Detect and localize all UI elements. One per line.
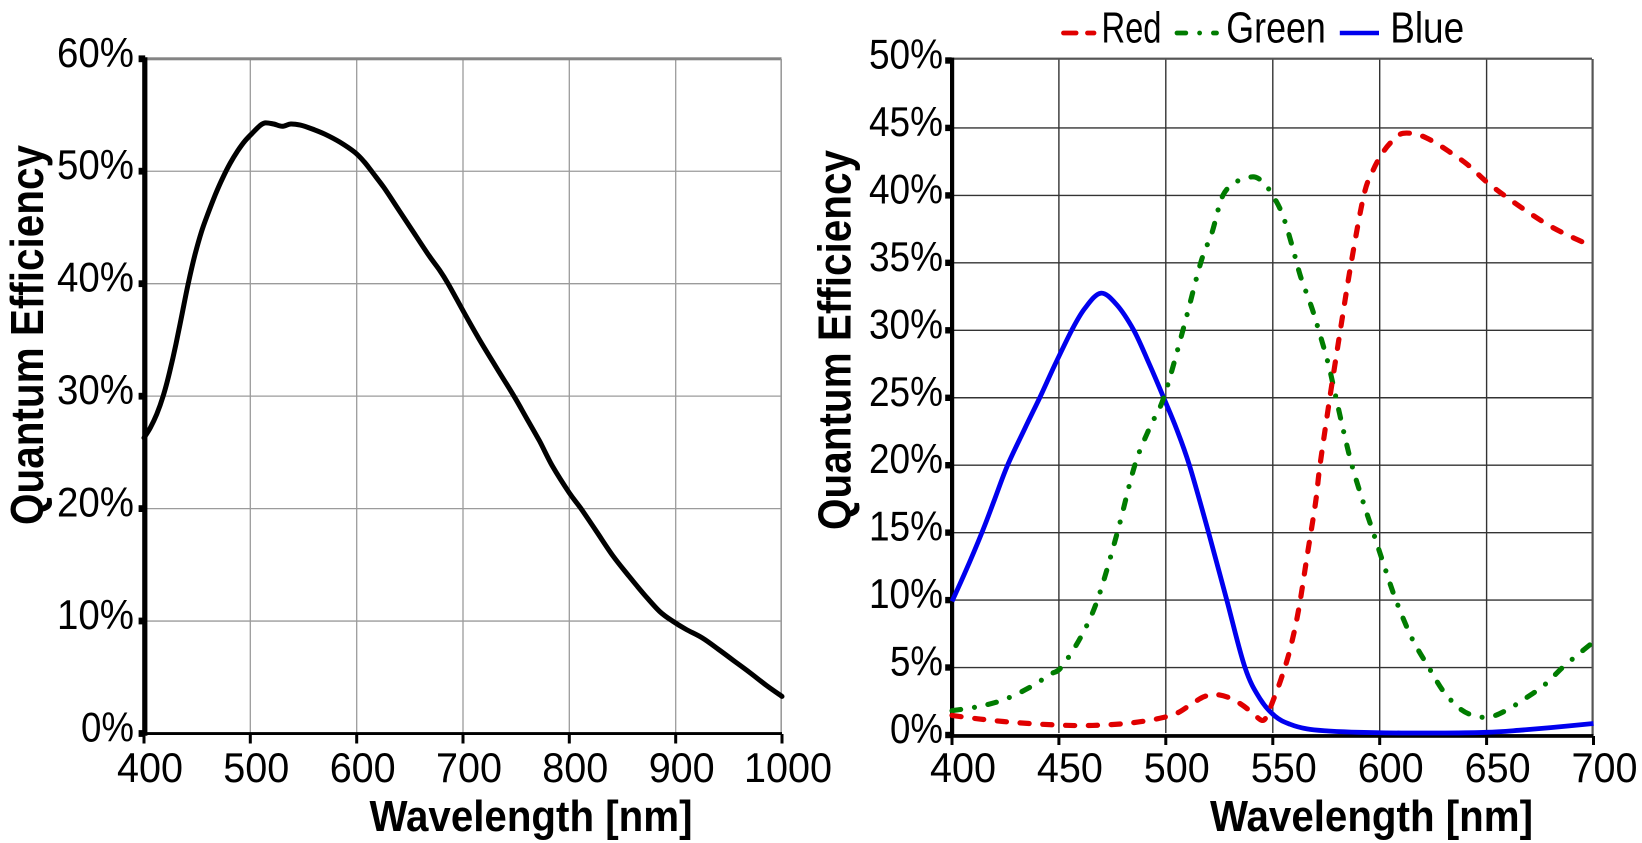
svg-text:40%: 40% — [57, 254, 134, 301]
svg-text:45%: 45% — [869, 98, 943, 145]
svg-text:35%: 35% — [869, 233, 943, 280]
svg-text:900: 900 — [649, 744, 715, 791]
svg-text:800: 800 — [542, 744, 608, 791]
svg-text:700: 700 — [436, 744, 502, 791]
svg-text:20%: 20% — [869, 435, 943, 482]
svg-text:400: 400 — [930, 744, 996, 791]
svg-text:5%: 5% — [890, 638, 943, 685]
svg-text:10%: 10% — [57, 591, 134, 638]
svg-text:550: 550 — [1251, 744, 1317, 791]
svg-text:30%: 30% — [869, 300, 943, 347]
svg-text:Green: Green — [1226, 4, 1326, 53]
svg-text:30%: 30% — [57, 366, 134, 413]
svg-text:25%: 25% — [869, 368, 943, 415]
svg-text:50%: 50% — [57, 141, 134, 188]
svg-text:500: 500 — [223, 744, 289, 791]
svg-text:15%: 15% — [869, 503, 943, 550]
svg-text:0%: 0% — [81, 704, 134, 751]
svg-text:Wavelength [nm]: Wavelength [nm] — [1210, 792, 1533, 841]
svg-text:Red: Red — [1102, 4, 1162, 53]
svg-text:1000: 1000 — [744, 744, 832, 791]
svg-text:650: 650 — [1465, 744, 1531, 791]
svg-text:10%: 10% — [869, 570, 943, 617]
svg-text:Quantum Efficiency: Quantum Efficiency — [809, 150, 861, 530]
svg-text:Quantum Efficiency: Quantum Efficiency — [1, 145, 53, 525]
svg-text:Blue: Blue — [1390, 4, 1464, 53]
svg-text:600: 600 — [330, 744, 396, 791]
svg-text:0%: 0% — [890, 705, 943, 752]
svg-text:400: 400 — [117, 744, 183, 791]
svg-text:500: 500 — [1144, 744, 1210, 791]
svg-text:450: 450 — [1037, 744, 1103, 791]
svg-text:50%: 50% — [869, 31, 943, 78]
svg-text:40%: 40% — [869, 165, 943, 212]
svg-text:700: 700 — [1572, 744, 1638, 791]
svg-text:600: 600 — [1358, 744, 1424, 791]
svg-text:60%: 60% — [57, 29, 134, 76]
svg-text:20%: 20% — [57, 479, 134, 526]
svg-text:Wavelength [nm]: Wavelength [nm] — [370, 792, 693, 841]
